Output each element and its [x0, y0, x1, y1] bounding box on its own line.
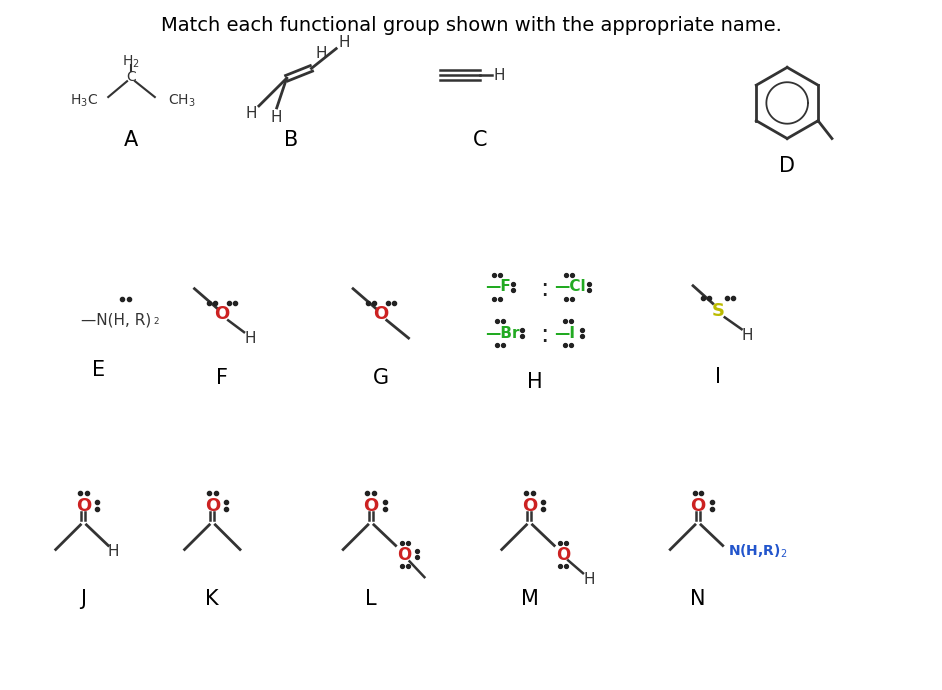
Text: :: : [540, 277, 548, 301]
Text: O: O [690, 497, 706, 515]
Text: O: O [204, 497, 219, 515]
Text: H: H [245, 106, 257, 121]
Text: —Br: —Br [485, 326, 519, 341]
Text: —F: —F [485, 279, 511, 294]
Text: —I: —I [554, 326, 576, 341]
Text: J: J [80, 589, 87, 609]
Text: O: O [556, 546, 570, 564]
Text: B: B [284, 130, 299, 150]
Text: O: O [215, 306, 230, 324]
Text: :: : [540, 323, 548, 347]
Text: D: D [779, 156, 795, 176]
Text: H$_2$: H$_2$ [122, 53, 140, 70]
Text: N(H,R)$_2$: N(H,R)$_2$ [728, 543, 787, 560]
Text: O: O [398, 546, 412, 564]
Text: H: H [494, 68, 506, 83]
Text: —N(H, R): —N(H, R) [81, 313, 152, 328]
Text: Match each functional group shown with the appropriate name.: Match each functional group shown with t… [160, 16, 782, 35]
Text: —Cl: —Cl [554, 279, 586, 294]
Text: M: M [521, 589, 539, 609]
Text: H: H [244, 331, 255, 346]
Text: I: I [715, 366, 721, 386]
Text: O: O [373, 306, 388, 324]
Text: C: C [126, 70, 136, 84]
Text: N: N [690, 589, 706, 609]
Text: H: H [583, 571, 594, 586]
Text: H: H [271, 110, 283, 126]
Text: H: H [741, 328, 754, 343]
Text: CH$_3$: CH$_3$ [168, 92, 195, 109]
Text: H: H [107, 544, 119, 559]
Text: E: E [91, 359, 105, 380]
Text: H: H [527, 371, 543, 391]
Text: A: A [124, 130, 138, 150]
Text: C: C [473, 130, 487, 150]
Text: O: O [364, 497, 379, 515]
Text: O: O [522, 497, 537, 515]
Text: $_2$: $_2$ [153, 314, 159, 327]
Text: L: L [365, 589, 377, 609]
Text: H$_3$C: H$_3$C [71, 92, 98, 109]
Text: H: H [338, 35, 349, 50]
Text: G: G [373, 368, 389, 388]
Text: F: F [217, 368, 228, 388]
Text: S: S [711, 302, 724, 320]
Text: O: O [76, 497, 91, 515]
Text: K: K [205, 589, 219, 609]
Text: H: H [316, 46, 327, 61]
